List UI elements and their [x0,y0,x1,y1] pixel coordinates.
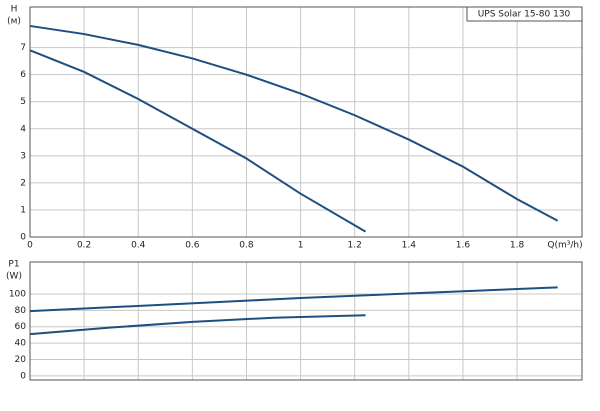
x-tick-label: 1.2 [348,241,362,251]
plot-frame [29,261,583,381]
y-axis-label: H [11,5,18,15]
y-tick-label: 7 [20,43,26,53]
pump-curve [29,49,367,233]
pump-curve [29,24,559,222]
y-tick-label: 6 [20,70,26,80]
pump-curve [29,286,558,313]
plot-frame [29,6,583,238]
y-tick-label: 0 [20,371,26,381]
x-tick-label: 0 [27,241,33,251]
x-tick-label: 0.4 [131,241,146,251]
y-tick-label: 40 [15,339,27,349]
y-tick-label: 0 [20,233,26,243]
x-axis-label: Q(m³/h) [547,241,582,251]
y-axis-label: P1 [8,260,19,270]
y-tick-label: 5 [20,97,26,107]
x-tick-label: 0.8 [239,241,254,251]
x-tick-label: 1.4 [402,241,417,251]
model-name: UPS Solar 15-80 130 [478,10,571,20]
y-tick-label: 60 [15,322,27,332]
pump-curve [29,314,366,336]
y-tick-label: 100 [9,289,26,299]
y-tick-label: 3 [20,151,26,161]
y-axis-unit: (W) [6,272,22,282]
x-tick-label: 1.8 [510,241,525,251]
x-tick-label: 1.6 [456,241,471,251]
model-box [466,6,583,22]
y-tick-label: 80 [15,306,27,316]
y-axis-unit: (м) [7,17,21,27]
y-tick-label: 2 [20,178,26,188]
y-tick-label: 20 [15,355,27,365]
x-tick-label: 0.2 [77,241,91,251]
x-tick-label: 0.6 [185,241,200,251]
y-tick-label: 1 [20,205,26,215]
x-tick-label: 1 [298,241,304,251]
y-tick-label: 4 [20,124,26,134]
